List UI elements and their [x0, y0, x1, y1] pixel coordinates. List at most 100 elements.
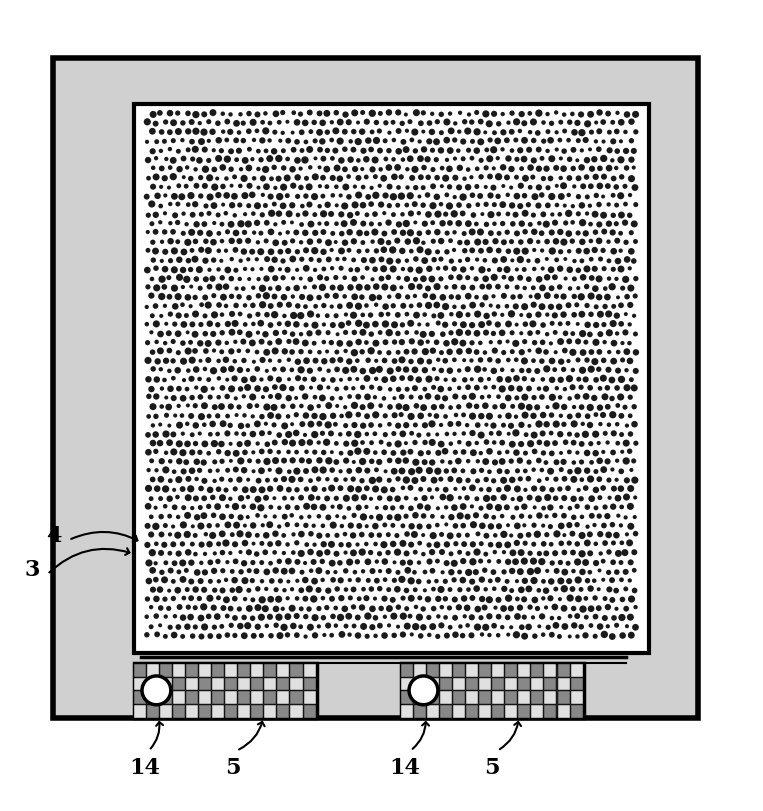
Point [243, 126, 255, 139]
Point [555, 575, 567, 588]
Point [145, 326, 157, 339]
Point [580, 337, 592, 350]
Point [398, 610, 410, 623]
Point [531, 603, 543, 616]
Point [307, 373, 320, 386]
Point [186, 538, 198, 551]
Point [282, 555, 295, 568]
Point [443, 383, 456, 396]
Point [369, 611, 382, 624]
Point [185, 373, 198, 386]
Point [523, 401, 536, 414]
Point [396, 372, 408, 385]
Point [272, 446, 285, 459]
Point [217, 181, 229, 194]
Point [343, 244, 355, 257]
Point [365, 419, 377, 432]
Point [269, 381, 281, 394]
Point [400, 510, 412, 523]
Point [370, 337, 382, 350]
Point [472, 603, 484, 616]
Point [251, 346, 263, 359]
Point [629, 290, 642, 303]
Point [581, 299, 593, 312]
Point [238, 428, 250, 441]
Bar [238, 692, 250, 704]
Point [159, 173, 171, 186]
Point [584, 200, 596, 213]
Point [154, 345, 166, 358]
Point [150, 282, 163, 295]
Point [589, 208, 601, 221]
Point [575, 161, 588, 174]
Point [160, 410, 172, 423]
Point [415, 171, 427, 184]
Point [141, 136, 153, 149]
Point [515, 309, 527, 322]
Point [261, 474, 273, 487]
Point [150, 118, 162, 131]
Point [182, 327, 194, 340]
Point [492, 629, 504, 642]
Point [603, 346, 615, 359]
Point [259, 603, 272, 616]
Point [423, 409, 436, 422]
Point [314, 218, 326, 231]
Point [224, 603, 237, 616]
Point [391, 530, 403, 543]
Point [198, 109, 211, 122]
Point [274, 629, 286, 642]
Point [615, 117, 627, 130]
Point [551, 382, 563, 395]
Point [234, 255, 246, 268]
Point [480, 621, 492, 634]
Point [544, 592, 556, 605]
Point [287, 547, 299, 560]
Point [181, 583, 193, 596]
Point [527, 298, 539, 311]
Point [221, 173, 233, 186]
Point [256, 629, 268, 642]
Point [349, 399, 361, 412]
Point [382, 564, 394, 577]
Bar [518, 678, 530, 690]
Point [542, 109, 554, 122]
Point [203, 116, 215, 129]
Point [581, 501, 594, 514]
Point [229, 336, 241, 349]
Point [501, 300, 513, 313]
Point [564, 592, 576, 605]
Point [187, 520, 199, 533]
Point [427, 164, 439, 177]
Point [282, 264, 294, 277]
Point [281, 172, 293, 185]
Point [308, 539, 320, 551]
Point [519, 336, 531, 349]
Point [211, 319, 224, 332]
Point [483, 317, 495, 330]
Point [396, 118, 408, 131]
Point [317, 191, 329, 204]
Point [150, 593, 163, 606]
Point [515, 584, 527, 597]
Point [220, 354, 232, 367]
Point [356, 381, 369, 394]
Point [479, 381, 491, 394]
Point [523, 345, 536, 358]
Point [581, 537, 594, 550]
Point [602, 620, 614, 633]
Point [621, 528, 633, 541]
Point [277, 107, 289, 120]
Point [277, 127, 289, 140]
Point [474, 191, 486, 204]
Point [172, 584, 184, 597]
Bar [479, 706, 491, 718]
Point [204, 484, 216, 497]
Point [427, 583, 439, 596]
Point [269, 436, 281, 449]
Point [327, 374, 339, 387]
Point [431, 428, 443, 441]
Point [449, 118, 462, 131]
Point [259, 510, 272, 523]
Point [404, 153, 417, 166]
